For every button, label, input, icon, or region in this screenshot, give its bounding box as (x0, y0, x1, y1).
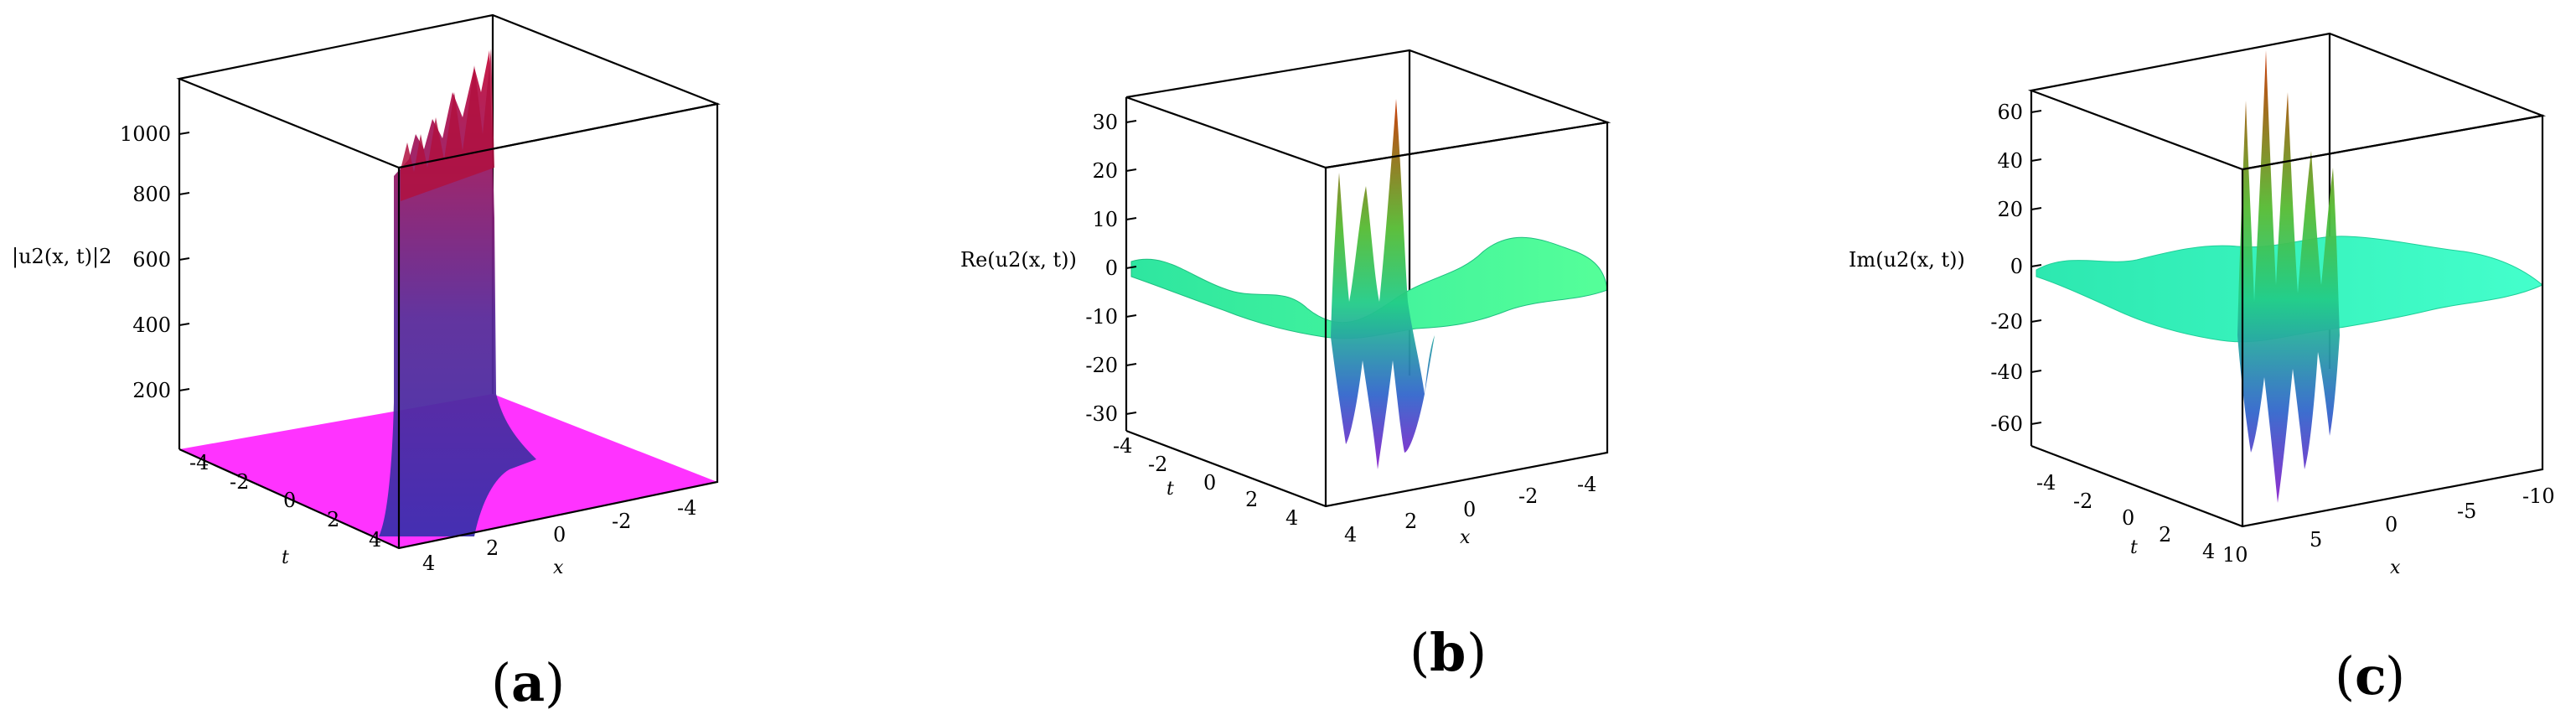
panel-b-t-tick-label: 0 (1203, 471, 1216, 495)
panel-b-z-tick-label: 30 (1092, 111, 1118, 134)
panel-b-box-front (1125, 121, 1609, 508)
panel-c-z-tick-label: -40 (1990, 360, 2023, 384)
panel-c-label-close: ) (2385, 645, 2405, 707)
panel-a-x-tick-label: -2 (612, 510, 631, 533)
panel-c-zlabel: Im(u2(x, t)) (1849, 248, 1965, 272)
panel-a-label-open: ( (491, 652, 511, 713)
panel-b-surface-peaks (1331, 99, 1435, 469)
panel-b-x-tick-label: 0 (1463, 498, 1476, 521)
panel-a-t-tick-label: 0 (283, 489, 296, 512)
panel-a-label-close: ) (545, 652, 565, 713)
panel-b-t-tick-label: 4 (1285, 506, 1298, 530)
panel-c-label: c (2355, 645, 2387, 707)
panel-a-z-ticks (178, 132, 190, 391)
panel-a: 200 400 600 800 1000 |u2(x, t)|2 -4 -2 0… (12, 13, 721, 713)
panel-b-z-tick-label: -20 (1085, 354, 1118, 377)
panel-a-xlabel: x (553, 557, 564, 578)
panel-b-z-tick-label: 0 (1105, 256, 1118, 280)
panel-c-z-tick-label: -60 (1990, 412, 2023, 436)
panel-c-z-tick-label: 60 (1997, 101, 2023, 124)
panel-b-label-open: ( (1410, 622, 1430, 683)
panel-a-z-tick-label: 200 (132, 379, 171, 402)
panel-c-z-tick-label: -20 (1990, 310, 2023, 334)
panel-b: 30 20 10 0 -10 -20 -30 Re(u2(x, t)) -4 -… (960, 49, 1611, 683)
panel-c-t-tick-label: 4 (2202, 540, 2215, 563)
panel-a-label: a (511, 652, 545, 713)
panel-a-x-tick-label: 4 (422, 552, 435, 575)
panel-a-box-front (178, 102, 719, 550)
panel-a-z-tick-label: 400 (132, 313, 171, 337)
panel-c-x-tick-label: -10 (2522, 484, 2555, 508)
panel-b-z-tick-label: -30 (1085, 402, 1118, 426)
panel-c-z-tick-label: 20 (1997, 198, 2023, 221)
panel-b-ylabel: t (1166, 479, 1174, 500)
panel-a-t-tick-label: 2 (327, 508, 339, 531)
panel-b-xlabel: x (1460, 527, 1471, 548)
panel-c-label-open: ( (2335, 645, 2355, 707)
panel-c-z-tick-label: 0 (2010, 255, 2023, 278)
panel-b-t-tick-label: -4 (1113, 434, 1132, 458)
panel-b-z-tick-label: 20 (1092, 159, 1118, 183)
panel-c-t-tick-label: -4 (2036, 471, 2056, 495)
panel-a-t-tick-label: 4 (369, 528, 381, 552)
panel-a-ylabel: t (282, 547, 289, 568)
panel-b-t-tick-label: 2 (1245, 488, 1258, 511)
panel-c-ylabel: t (2130, 537, 2138, 558)
panel-b-z-ticks (1125, 120, 1137, 415)
panel-b-label-close: ) (1466, 622, 1487, 683)
panel-c-surface-peaks (2237, 50, 2340, 503)
panel-c: 60 40 20 0 -20 -40 -60 Im(u2(x, t)) -4 -… (1849, 32, 2555, 707)
panel-a-t-tick-label: -4 (189, 451, 209, 474)
panel-c-x-tick-label: -5 (2457, 500, 2476, 523)
panel-a-zlabel: |u2(x, t)|2 (12, 245, 111, 269)
panel-a-x-tick-label: -4 (677, 496, 696, 520)
panel-c-z-tick-label: 40 (1997, 149, 2023, 173)
panel-b-x-tick-label: -2 (1518, 484, 1538, 508)
panel-a-z-tick-label: 600 (132, 248, 171, 272)
panel-b-x-tick-label: 4 (1344, 523, 1357, 546)
panel-c-z-ticks (2030, 110, 2042, 425)
panel-a-t-tick-label: -2 (230, 470, 249, 494)
panel-c-x-tick-label: 5 (2310, 528, 2322, 552)
panel-b-t-tick-label: -2 (1148, 453, 1167, 476)
panel-c-xlabel: x (2390, 557, 2401, 578)
panel-b-surface-flat (1130, 236, 1608, 339)
panel-c-t-tick-label: 2 (2159, 523, 2171, 546)
panel-c-box-front (2030, 114, 2544, 528)
panel-b-label: b (1430, 622, 1466, 683)
panel-b-zlabel: Re(u2(x, t)) (960, 248, 1077, 272)
panel-b-x-tick-label: 2 (1404, 510, 1417, 533)
panel-b-x-tick-label: -4 (1577, 473, 1596, 496)
panel-c-x-tick-label: 0 (2385, 513, 2398, 536)
panel-a-z-tick-label: 1000 (120, 122, 171, 146)
panel-a-x-tick-label: 0 (553, 523, 566, 546)
panel-a-x-tick-label: 2 (486, 536, 499, 560)
panel-c-t-tick-label: -2 (2073, 489, 2092, 513)
panel-c-x-tick-label: 10 (2222, 543, 2248, 567)
panel-b-z-tick-label: -10 (1085, 305, 1118, 329)
panel-b-z-tick-label: 10 (1092, 208, 1118, 231)
panel-a-z-tick-label: 800 (132, 183, 171, 206)
panel-c-t-tick-label: 0 (2122, 506, 2134, 530)
